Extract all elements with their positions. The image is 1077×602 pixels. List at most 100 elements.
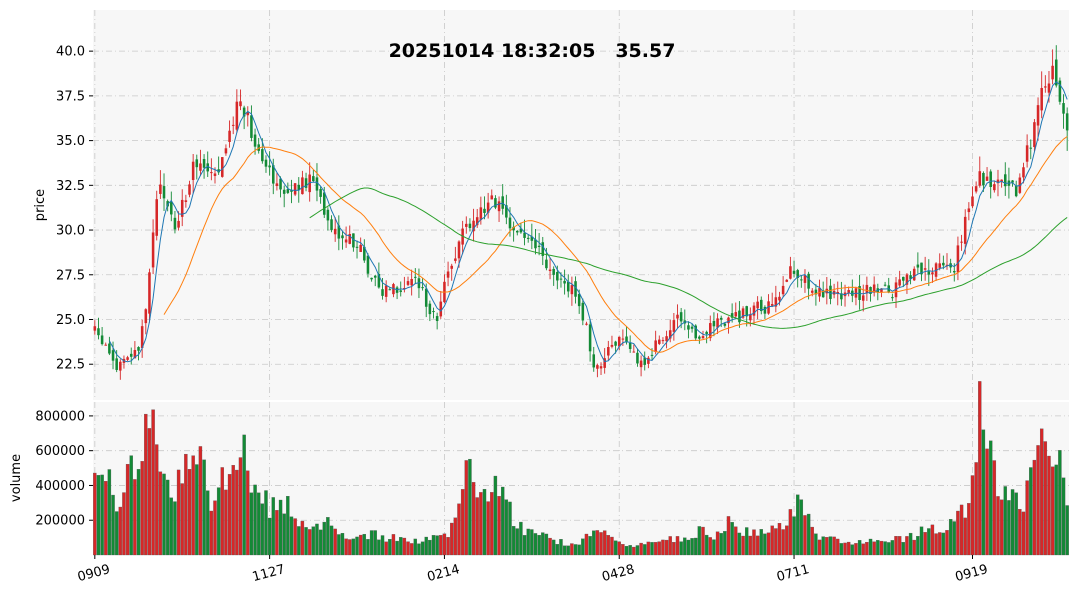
moving-average-lines: [108, 81, 1068, 363]
volume-bar: [683, 537, 687, 556]
candle-body: [770, 304, 774, 306]
candle-body: [974, 186, 978, 192]
price-tick-label: 25.0: [56, 313, 85, 328]
candle-body: [428, 303, 432, 315]
volume-bar: [278, 499, 283, 556]
candle-body: [424, 288, 428, 307]
volume-bar: [883, 541, 887, 556]
volume-bar: [934, 533, 938, 556]
candle-body: [636, 352, 639, 364]
candle-body: [465, 223, 468, 227]
candle-body: [596, 365, 599, 369]
candle-body: [406, 281, 410, 285]
candle-body: [668, 330, 672, 339]
volume-bar: [1018, 509, 1022, 556]
candle-body: [647, 357, 650, 364]
candle-body: [912, 268, 916, 281]
volume-bar: [187, 469, 192, 556]
volume-bar: [311, 526, 316, 556]
candle-body: [475, 217, 479, 226]
volume-bar: [828, 536, 833, 556]
volume-bar: [559, 539, 563, 556]
volume-bar: [435, 535, 439, 556]
candle-body: [1022, 167, 1025, 178]
volume-bar: [726, 516, 731, 556]
candle-body: [206, 163, 209, 172]
volume-bar: [457, 503, 461, 556]
candle-body: [792, 270, 796, 274]
price-y-ticks: 22.5 25.0 27.5 30.0 32.5 35.0 37.5 40.0: [56, 45, 93, 373]
candle-body: [690, 326, 694, 329]
volume-bar: [755, 535, 760, 556]
volume-bar: [963, 517, 967, 556]
volume-bar: [125, 463, 130, 556]
volume-bar: [617, 541, 621, 556]
candle-body: [1062, 103, 1065, 114]
candle-body: [701, 336, 705, 339]
volume-bar: [297, 526, 301, 556]
candle-body: [239, 101, 242, 107]
candle-body: [140, 326, 144, 349]
volume-bar: [497, 496, 501, 556]
volume-bar: [763, 533, 767, 556]
candle-body: [261, 149, 264, 162]
volume-bar: [548, 537, 552, 556]
volume-bar: [759, 529, 763, 556]
volume-bar: [460, 489, 465, 556]
candle-body: [851, 290, 854, 296]
candle-body: [144, 309, 148, 324]
volume-bar: [857, 540, 862, 556]
candle-body: [676, 314, 679, 319]
candle-body: [162, 186, 166, 199]
candle-body: [814, 289, 818, 295]
candle-body: [359, 244, 362, 253]
volume-bar: [380, 535, 385, 556]
volume-bar: [508, 501, 512, 556]
candle-body: [450, 265, 453, 269]
price-tick-label: 32.5: [56, 179, 85, 194]
candle-body: [228, 130, 231, 142]
volume-bar: [475, 497, 479, 556]
volume-bar: [930, 524, 935, 556]
candle-body: [978, 171, 982, 186]
candle-body: [566, 281, 570, 292]
candle-body: [829, 285, 832, 299]
volume-bar: [1029, 467, 1033, 556]
candle-body: [781, 285, 785, 295]
candle-body: [905, 274, 909, 285]
volume-bar: [657, 541, 661, 556]
volume-bar: [136, 469, 141, 556]
candle-body: [1058, 80, 1062, 102]
volume-bar: [806, 513, 811, 556]
candle-body: [821, 290, 825, 298]
volume-bar: [191, 455, 195, 556]
volume-bar: [872, 541, 876, 556]
candle-body: [552, 268, 555, 275]
volume-bar: [173, 501, 177, 556]
volume-tick-label: 400000: [35, 479, 85, 494]
candle-body: [953, 271, 956, 273]
volume-bar: [854, 543, 858, 556]
candle-body: [432, 311, 435, 313]
candle-body: [210, 172, 213, 174]
candle-body: [570, 285, 574, 295]
candle-body: [632, 351, 636, 353]
candle-body: [767, 301, 770, 314]
candle-body: [920, 262, 923, 275]
candle-body: [927, 271, 931, 275]
candle-body: [322, 192, 326, 215]
volume-bar: [737, 532, 742, 556]
volume-bar: [93, 472, 97, 556]
volume-bar: [785, 525, 789, 556]
candle-body: [658, 339, 661, 344]
candle-body: [541, 242, 545, 256]
candle-body: [588, 324, 592, 352]
candle-body: [217, 169, 220, 173]
volume-bar: [493, 475, 498, 556]
candle-body: [996, 179, 1000, 184]
volume-bar: [388, 539, 392, 556]
candle-body: [282, 189, 286, 194]
volume-bar: [409, 543, 414, 556]
candle-body: [494, 198, 497, 208]
candle-body: [126, 357, 129, 360]
